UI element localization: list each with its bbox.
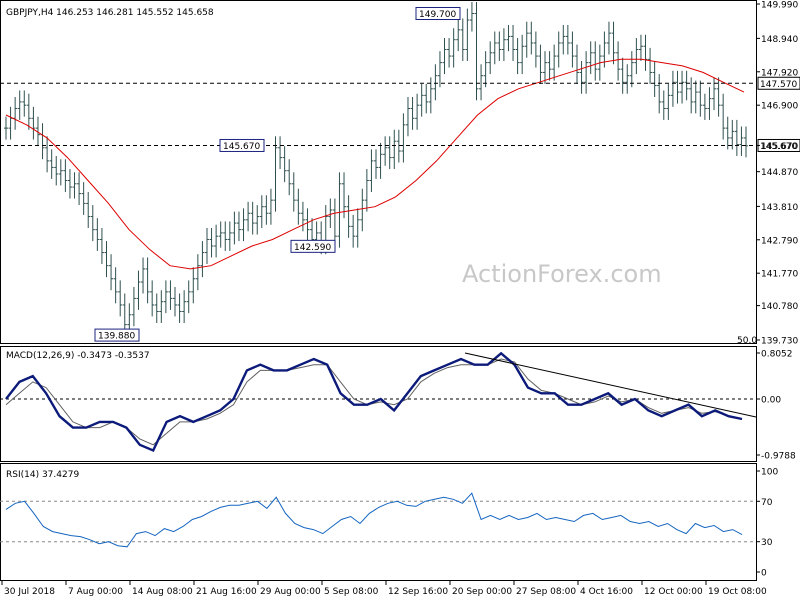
macd-trend-line xyxy=(464,352,757,418)
x-tick-label: 27 Sep 08:00 xyxy=(516,587,576,597)
y-tick-label: 148.940 xyxy=(761,35,798,45)
y-tick-label: 100 xyxy=(761,468,778,478)
y-tick-label: 147.920 xyxy=(761,68,798,78)
level-price-label: 145.670 xyxy=(760,142,797,152)
macd-pane-frame xyxy=(0,346,757,462)
y-tick-label: 145.670 xyxy=(761,142,798,152)
price-y-axis: 149.990 148.940 147.920 146.900 145.670 144.8… xyxy=(756,1,798,347)
y-tick-label: 146.900 xyxy=(761,102,798,112)
rsi-title: RSI(14) 37.4279 xyxy=(6,470,79,480)
macd-y-axis: 0.8052 0.00 -0.9788 xyxy=(756,350,796,462)
y-tick-label: -0.9788 xyxy=(761,452,796,462)
y-tick-label: 143.810 xyxy=(761,203,798,213)
chart-title: GBPJPY,H4 146.253 146.281 145.552 145.65… xyxy=(6,8,214,18)
x-tick-label: 5 Sep 08:00 xyxy=(324,587,379,597)
x-tick-label: 20 Sep 00:00 xyxy=(452,587,512,597)
price-annotation-label: 139.880 xyxy=(98,332,135,342)
pane-extra-label: 50.0 xyxy=(737,336,757,346)
price-annotation-box xyxy=(290,239,336,253)
sma-line xyxy=(5,58,745,270)
x-tick-label: 30 Jul 2018 xyxy=(4,587,55,597)
rsi-y-axis: 100 70 30 0 xyxy=(756,468,778,579)
y-tick-label: 141.770 xyxy=(761,270,798,280)
price-annotation-box xyxy=(415,6,461,20)
level-price-box xyxy=(757,76,800,90)
y-tick-label: 142.790 xyxy=(761,236,798,246)
y-tick-label: 0.8052 xyxy=(761,350,793,360)
x-tick-label: 4 Oct 16:00 xyxy=(580,587,633,597)
y-tick-label: 140.780 xyxy=(761,302,798,312)
y-tick-label: 139.730 xyxy=(761,337,798,347)
rsi-pane-frame xyxy=(0,463,757,581)
y-tick-label: 149.990 xyxy=(761,1,798,11)
y-tick-label: 30 xyxy=(761,538,773,548)
x-tick-label: 19 Oct 08:00 xyxy=(708,587,767,597)
macd-title: MACD(12,26,9) -0.3473 -0.3537 xyxy=(6,351,150,361)
x-tick-label: 14 Aug 08:00 xyxy=(132,587,193,597)
x-tick-label: 21 Aug 16:00 xyxy=(196,587,257,597)
price-annotation-label: 142.590 xyxy=(294,243,331,253)
y-tick-label: 0 xyxy=(761,569,767,579)
macd-plot xyxy=(0,351,757,453)
price-annotation-label: 149.700 xyxy=(419,10,456,20)
rsi-line xyxy=(5,492,743,548)
price-annotation-box xyxy=(219,138,265,152)
rsi-plot xyxy=(0,492,756,548)
y-tick-label: 144.870 xyxy=(761,168,798,178)
level-price-label: 147.570 xyxy=(760,80,797,90)
x-tick-label: 12 Oct 00:00 xyxy=(644,587,703,597)
time-x-axis: 30 Jul 2018 7 Aug 00:00 14 Aug 08:00 21 Aug… xyxy=(1,581,767,597)
x-tick-label: 12 Sep 16:00 xyxy=(388,587,448,597)
y-tick-label: 70 xyxy=(761,498,773,508)
x-tick-label: 29 Aug 00:00 xyxy=(260,587,321,597)
x-tick-label: 7 Aug 00:00 xyxy=(68,587,123,597)
price-plot: 147.570 145.670 xyxy=(0,2,800,337)
y-tick-label: 0.00 xyxy=(761,396,781,406)
price-annotation-box xyxy=(94,328,140,342)
watermark-text: ActionForex.com xyxy=(462,260,662,288)
macd-line xyxy=(5,351,743,453)
price-annotations: 149.700 145.670 142.590 139.880 xyxy=(94,6,461,342)
price-annotation-label: 145.670 xyxy=(223,142,260,152)
